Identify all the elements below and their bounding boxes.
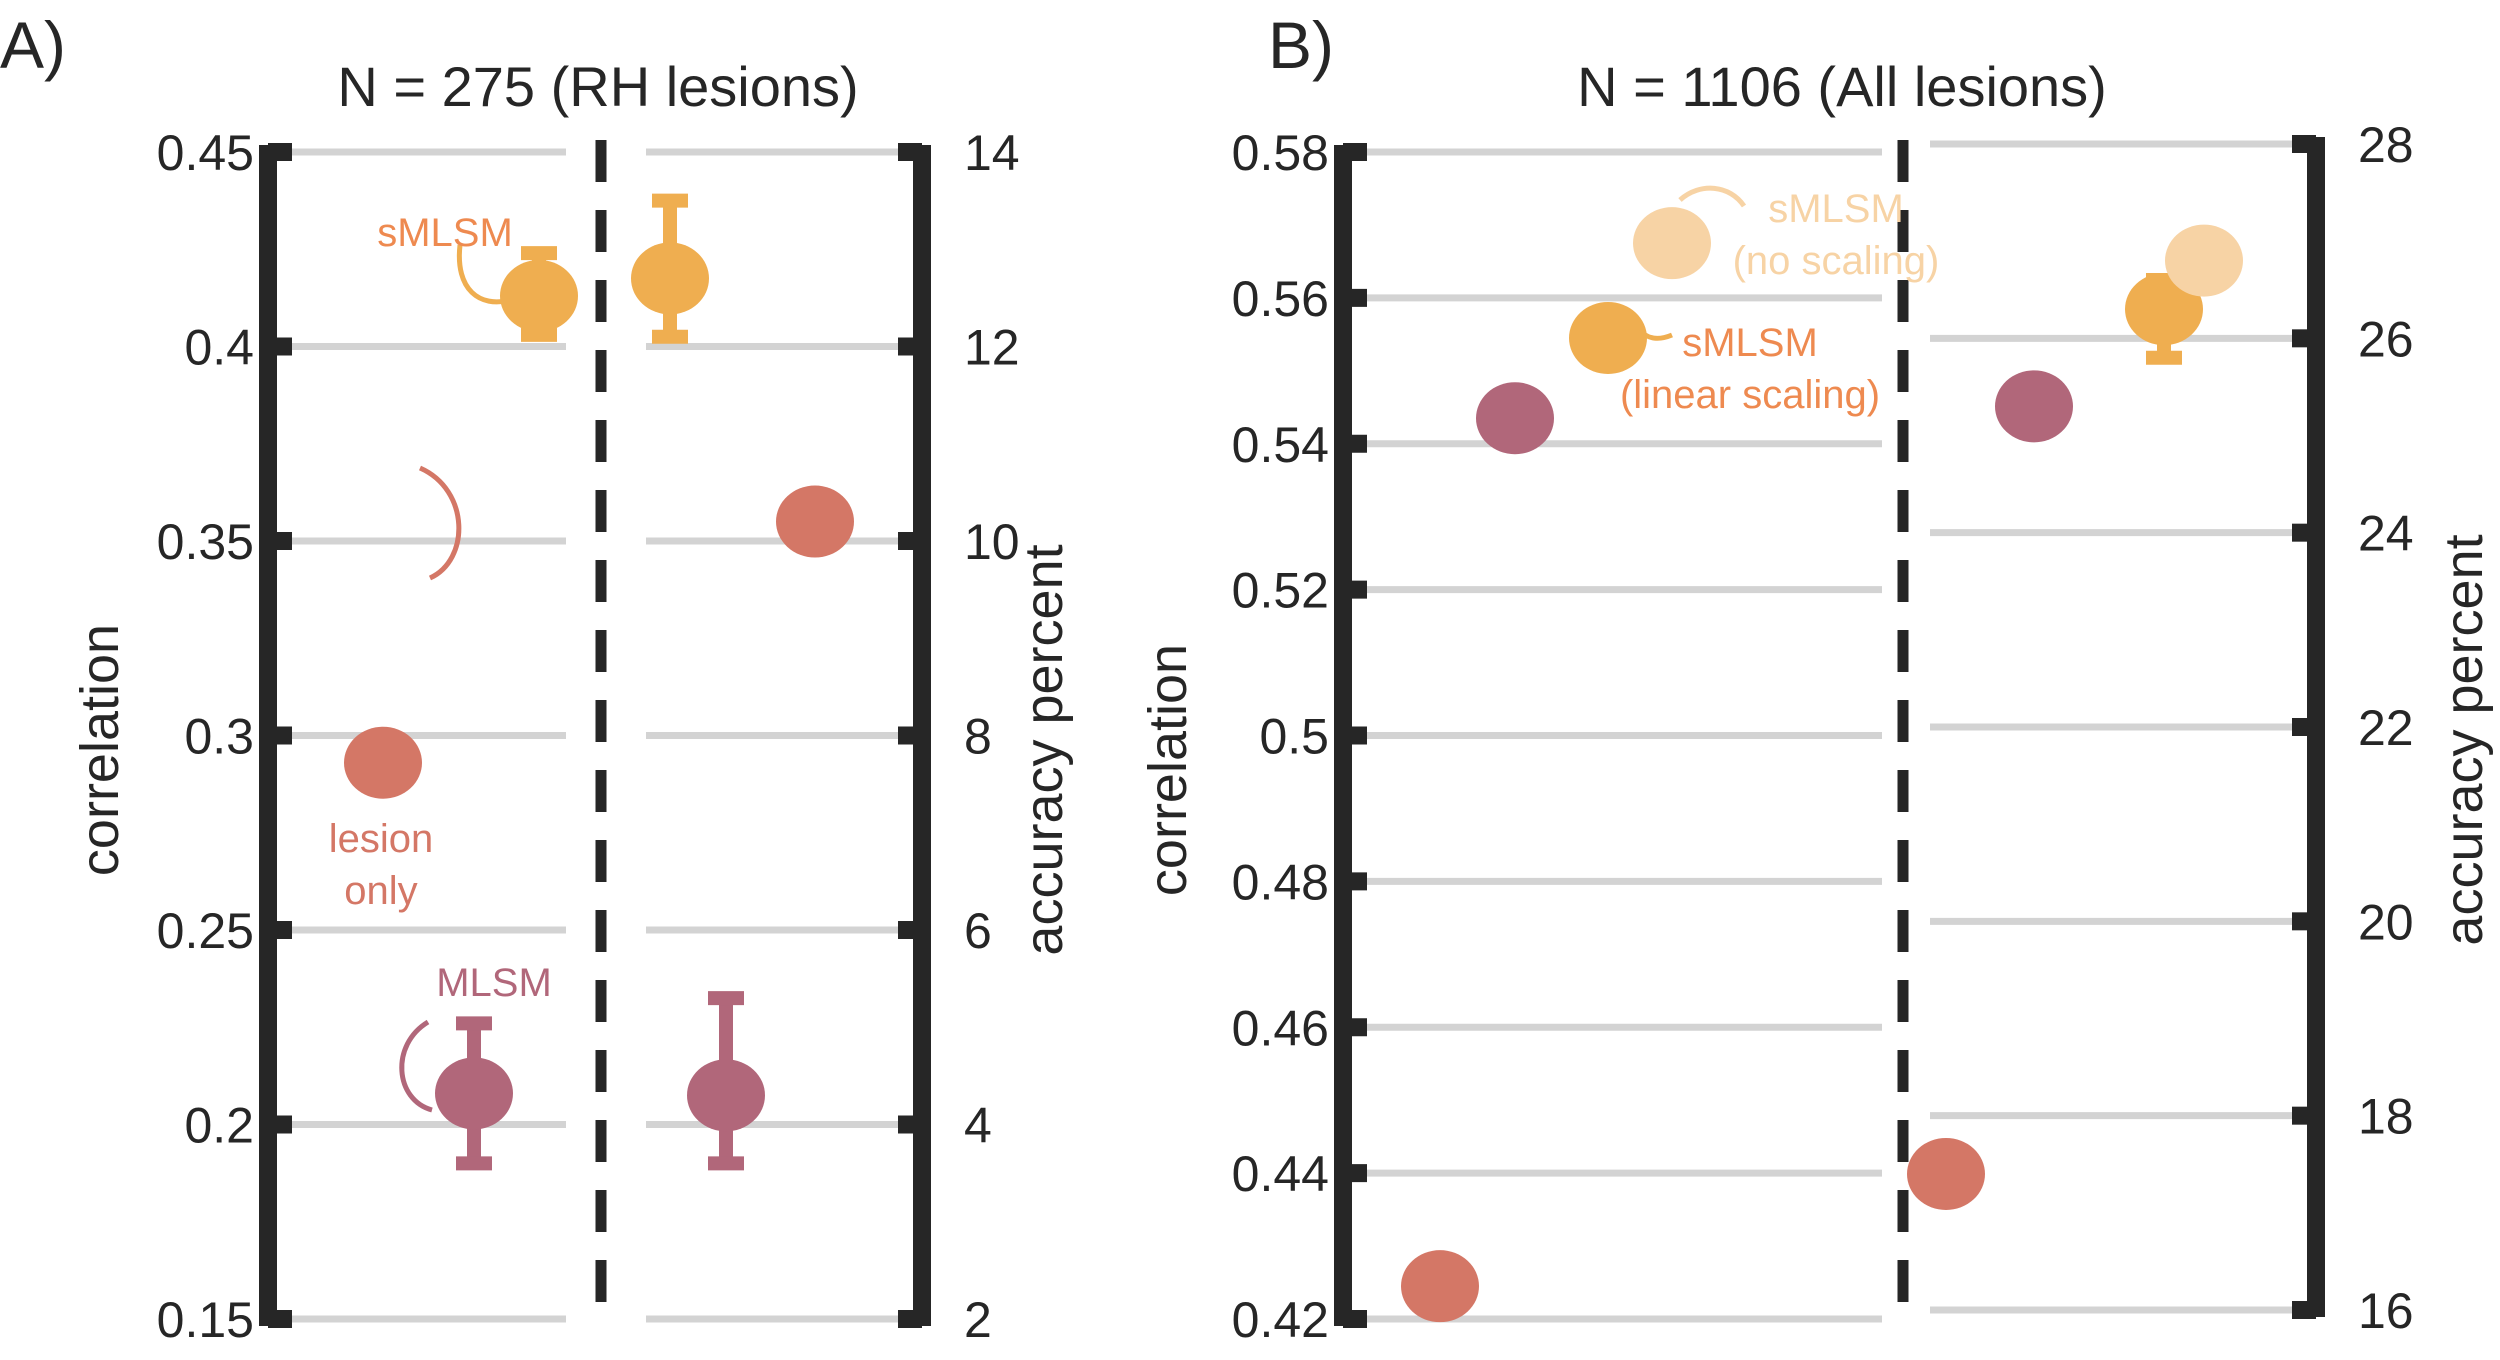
annotation-connector-b-no-scaling — [1678, 185, 1747, 208]
annotation-b-linear-line1: sMLSM — [1682, 321, 1818, 365]
panel-b-left-tick-label: 0.48 — [1232, 854, 1329, 910]
panel-a-right-point-mlsm — [687, 1059, 765, 1132]
panel-b-left-tick-label: 0.44 — [1232, 1146, 1329, 1202]
panel-b-right-tick-label: 22 — [2358, 700, 2414, 756]
annotation-a-lesion-line1: lesion — [329, 817, 434, 861]
panel-b-title: N = 1106 (All lesions) — [1577, 55, 2107, 118]
panel-b-right-ylabel: accuracy percent — [2434, 534, 2494, 945]
panel-b-left-point-lesion-only — [1401, 1250, 1479, 1323]
panel-a-left-point-mlsm — [435, 1057, 513, 1130]
panel-a-left-point-lesion-only — [344, 726, 422, 799]
panel-a-title: N = 275 (RH lesions) — [337, 55, 858, 118]
panel-b-right-point-lesion-only — [1907, 1137, 1985, 1210]
panel-a-right-tick-label: 6 — [964, 903, 992, 959]
annotation-connector-b-linear — [1638, 328, 1673, 341]
panel-a-right-point-smlsm — [631, 242, 709, 315]
panel-b-left-tick-label: 0.5 — [1259, 709, 1329, 765]
panel-b-left-tick-label: 0.54 — [1232, 417, 1329, 473]
panel-b-right-tick-label: 18 — [2358, 1089, 2414, 1145]
panel-b-left-tick-label: 0.56 — [1232, 271, 1329, 327]
panel-b-right-tick-label: 20 — [2358, 894, 2414, 950]
annotation-connector-a-mlsm — [399, 1019, 433, 1113]
panel-a-right-tick-label: 10 — [964, 514, 1020, 570]
panel-b-right-point-smlsm-no-scaling — [2165, 224, 2243, 297]
panel-a-left-tick-label: 0.15 — [157, 1292, 254, 1348]
panel-a-right-tick-label: 12 — [964, 320, 1020, 376]
panel-a-right-tick-label: 2 — [964, 1292, 992, 1348]
panel-b-left-tick-label: 0.42 — [1232, 1292, 1329, 1348]
annotation-connector-a-smlsm — [456, 244, 511, 305]
panel-b-label: B) — [1268, 8, 1334, 82]
panel-b-left-point-mlsm — [1476, 382, 1554, 455]
panel-b-left-point-smlsm-linear-scaling — [1569, 301, 1647, 374]
panel-b-right-point-mlsm — [1995, 370, 2073, 443]
annotation-b-no-scaling-line1: sMLSM — [1768, 187, 1904, 231]
annotation-a-smlsm: sMLSM — [377, 211, 513, 255]
panel-a-right-ylabel: accuracy percent — [1014, 544, 1074, 955]
annotation-b-linear-line2: (linear scaling) — [1620, 373, 1880, 417]
panel-a-label: A) — [0, 8, 66, 82]
panel-a-left-ylabel: correlation — [70, 624, 130, 876]
panel-b-right-tick-label: 24 — [2358, 506, 2414, 562]
panel-a-left-tick-label: 0.2 — [184, 1098, 254, 1154]
panel-a-right-point-lesion-only — [776, 485, 854, 558]
annotation-connector-a-lesion — [418, 465, 462, 581]
panel-a-right-tick-label: 8 — [964, 709, 992, 765]
panel-b-right-tick-label: 28 — [2358, 117, 2414, 173]
panel-a-left-tick-label: 0.4 — [184, 320, 254, 376]
panel-b-right-tick-label: 26 — [2358, 311, 2414, 367]
panel-b-left-ylabel: correlation — [1138, 644, 1198, 896]
panel-b-left-point-smlsm-no-scaling — [1633, 207, 1711, 280]
panel-a-left-tick-label: 0.25 — [157, 903, 254, 959]
panel-a-left-point-smlsm — [500, 259, 578, 332]
panel-b-right-tick-label: 16 — [2358, 1283, 2414, 1339]
panel-a-right-tick-label: 14 — [964, 125, 1020, 181]
panel-b-left-tick-label: 0.52 — [1232, 563, 1329, 619]
annotation-b-no-scaling-line2: (no scaling) — [1733, 239, 1940, 283]
panel-a-right-tick-label: 4 — [964, 1098, 992, 1154]
annotation-a-lesion-line2: only — [344, 869, 417, 913]
panel-a-left-tick-label: 0.3 — [184, 709, 254, 765]
panel-a-left-tick-label: 0.35 — [157, 514, 254, 570]
panel-a-left-tick-label: 0.45 — [157, 125, 254, 181]
panel-b-left-tick-label: 0.46 — [1232, 1000, 1329, 1056]
annotation-a-mlsm: MLSM — [436, 961, 552, 1005]
panel-b-left-tick-label: 0.58 — [1232, 125, 1329, 181]
